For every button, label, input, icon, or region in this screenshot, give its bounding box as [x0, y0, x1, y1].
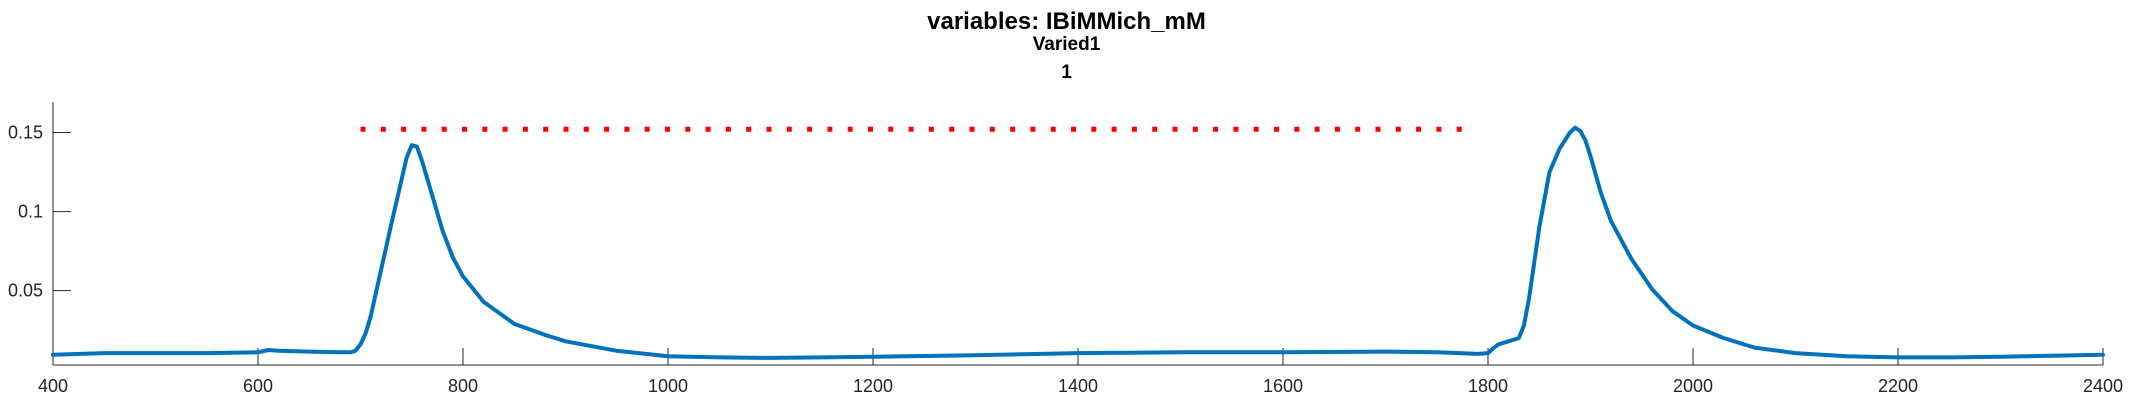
x-tick-label: 400: [38, 376, 68, 396]
x-tick-label: 1200: [853, 376, 893, 396]
chart-subtitle: Varied1: [1032, 34, 1101, 55]
x-tick-label: 1800: [1468, 376, 1508, 396]
x-tick-label: 1600: [1263, 376, 1303, 396]
series-line: [51, 125, 2105, 360]
x-tick-label: 2000: [1673, 376, 1713, 396]
y-tick-label: 0.05: [8, 281, 43, 301]
x-tick-label: 2400: [2083, 376, 2123, 396]
x-tick-label: 1000: [648, 376, 688, 396]
y-tick-label: 0.15: [8, 122, 43, 142]
y-tick-label: 0.1: [18, 202, 43, 222]
series-layer: [51, 125, 2105, 360]
x-tick-label: 2200: [1878, 376, 1918, 396]
x-tick-label: 1400: [1058, 376, 1098, 396]
chart-title: variables: IBiMMich_mM: [927, 8, 1206, 35]
chart-subtitle-2: 1: [1061, 62, 1072, 83]
x-tick-label: 800: [448, 376, 478, 396]
x-tick-label: 600: [243, 376, 273, 396]
axes: 400 600 800 1000 1200 1400 1600 1800 2000 2200 240…: [8, 102, 2123, 396]
chart-titles: variables: IBiMMich_mM Varied1 1: [0, 0, 2133, 90]
